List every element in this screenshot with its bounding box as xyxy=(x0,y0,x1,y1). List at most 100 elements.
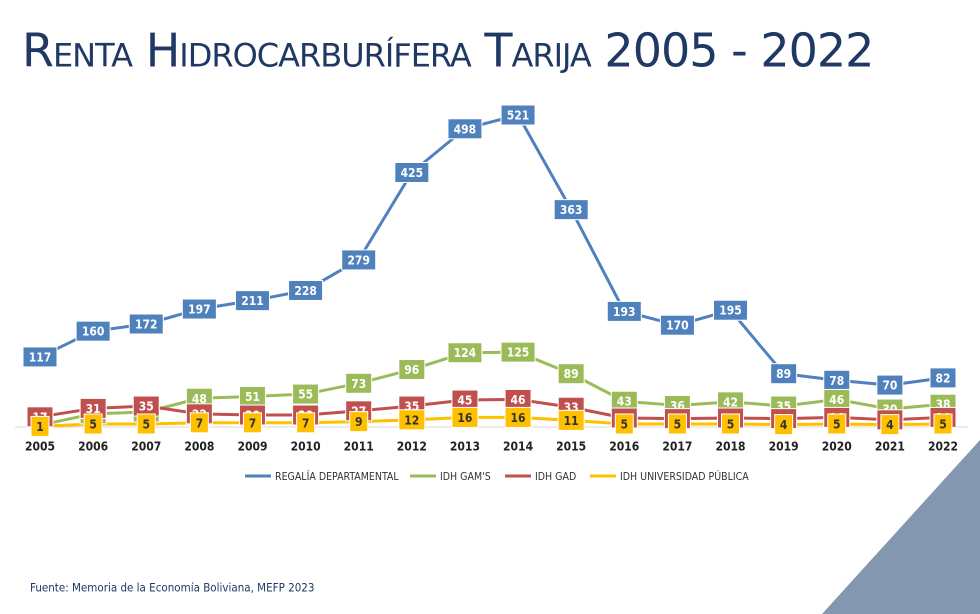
data-label: 193 xyxy=(606,300,642,322)
data-label-box xyxy=(933,413,953,435)
data-label: 45 xyxy=(451,389,479,411)
data-label-box xyxy=(447,342,483,364)
data-label-text: 498 xyxy=(454,122,477,136)
x-tick-label: 2013 xyxy=(450,440,480,454)
legend-label: IDH GAM'S xyxy=(440,471,491,483)
data-label-box xyxy=(929,367,957,389)
data-label-text: 16 xyxy=(457,411,472,425)
data-label-text: 35 xyxy=(139,400,154,414)
data-label: 498 xyxy=(447,118,483,140)
data-label-box xyxy=(557,409,585,431)
data-label-box xyxy=(876,374,904,396)
x-tick-label: 2015 xyxy=(556,440,586,454)
x-tick-label: 2019 xyxy=(769,440,799,454)
x-tick-label: 2009 xyxy=(237,440,267,454)
data-label-text: 228 xyxy=(294,284,317,298)
data-label-text: 5 xyxy=(142,418,150,432)
data-label: 96 xyxy=(398,359,426,381)
data-label-text: 7 xyxy=(249,416,257,430)
data-label: 4 xyxy=(774,414,794,436)
data-label: 73 xyxy=(345,372,373,394)
data-label-text: 5 xyxy=(674,418,682,432)
data-label-box xyxy=(189,412,209,434)
data-label: 5 xyxy=(721,413,741,435)
data-label-text: 363 xyxy=(560,203,583,217)
data-label-text: 7 xyxy=(196,416,204,430)
data-label: 160 xyxy=(75,320,111,342)
data-label-box xyxy=(451,406,479,428)
x-tick-label: 2017 xyxy=(662,440,692,454)
x-tick-label: 2018 xyxy=(716,440,746,454)
data-label-text: 11 xyxy=(564,414,579,428)
data-label: 46 xyxy=(823,388,851,410)
data-label: 7 xyxy=(242,412,262,434)
data-label-text: 70 xyxy=(882,379,897,393)
data-label-text: 51 xyxy=(245,390,260,404)
data-label-box xyxy=(128,313,164,335)
data-label: 70 xyxy=(876,374,904,396)
data-label-box xyxy=(721,413,741,435)
data-label-text: 55 xyxy=(298,388,313,402)
data-label-box xyxy=(341,249,377,271)
data-label-box xyxy=(659,314,695,336)
data-label-text: 48 xyxy=(192,392,207,406)
data-label-text: 160 xyxy=(82,325,105,339)
data-label-text: 193 xyxy=(613,305,636,319)
data-label: 195 xyxy=(713,299,749,321)
data-label: 35 xyxy=(132,395,160,417)
data-label: 16 xyxy=(504,406,532,428)
data-label-text: 43 xyxy=(617,395,632,409)
data-label-text: 5 xyxy=(727,418,735,432)
data-label-text: 1 xyxy=(36,420,44,434)
data-label-box xyxy=(614,413,634,435)
data-label-text: 4 xyxy=(780,418,788,432)
x-tick-label: 2007 xyxy=(131,440,161,454)
data-label: 5 xyxy=(933,413,953,435)
data-label-box xyxy=(880,414,900,436)
data-label-text: 31 xyxy=(86,402,101,416)
data-label-box xyxy=(770,363,798,385)
data-label-box xyxy=(606,300,642,322)
data-label-box xyxy=(75,320,111,342)
data-label-box xyxy=(234,290,270,312)
data-label-box xyxy=(288,279,324,301)
data-label-text: 197 xyxy=(188,303,211,317)
legend-label: IDH GAD xyxy=(535,471,576,483)
data-label: 42 xyxy=(717,391,745,413)
data-label: 425 xyxy=(394,161,430,183)
x-tick-label: 2016 xyxy=(609,440,639,454)
data-label-text: 45 xyxy=(457,394,472,408)
data-label-box xyxy=(242,412,262,434)
x-tick-label: 2021 xyxy=(875,440,905,454)
data-label-text: 46 xyxy=(511,393,526,407)
data-label-box xyxy=(394,161,430,183)
data-label: 363 xyxy=(553,199,589,221)
data-label-box xyxy=(83,413,103,435)
legend-label: REGALÍA DEPARTAMENTAL xyxy=(275,470,399,483)
data-label-box xyxy=(557,363,585,385)
data-label: 16 xyxy=(451,406,479,428)
data-label: 5 xyxy=(136,413,156,435)
data-label-text: 279 xyxy=(347,253,370,267)
data-label-box xyxy=(136,413,156,435)
data-label-box xyxy=(296,412,316,434)
data-label-box xyxy=(553,199,589,221)
data-label: 117 xyxy=(22,346,58,368)
data-label-text: 42 xyxy=(723,395,738,409)
data-label-box xyxy=(713,299,749,321)
data-label-text: 211 xyxy=(241,294,264,308)
data-label-text: 73 xyxy=(351,377,366,391)
data-label-box xyxy=(349,411,369,433)
data-label-box xyxy=(292,383,320,405)
data-label-text: 172 xyxy=(135,317,158,331)
data-label: 170 xyxy=(659,314,695,336)
x-tick-label: 2006 xyxy=(78,440,108,454)
data-label-box xyxy=(398,409,426,431)
data-label-box xyxy=(774,414,794,436)
x-tick-label: 2010 xyxy=(291,440,321,454)
data-label: 7 xyxy=(189,412,209,434)
x-tick-label: 2008 xyxy=(184,440,214,454)
data-label-text: 89 xyxy=(564,367,579,381)
data-label: 11 xyxy=(557,409,585,431)
data-label: 228 xyxy=(288,279,324,301)
